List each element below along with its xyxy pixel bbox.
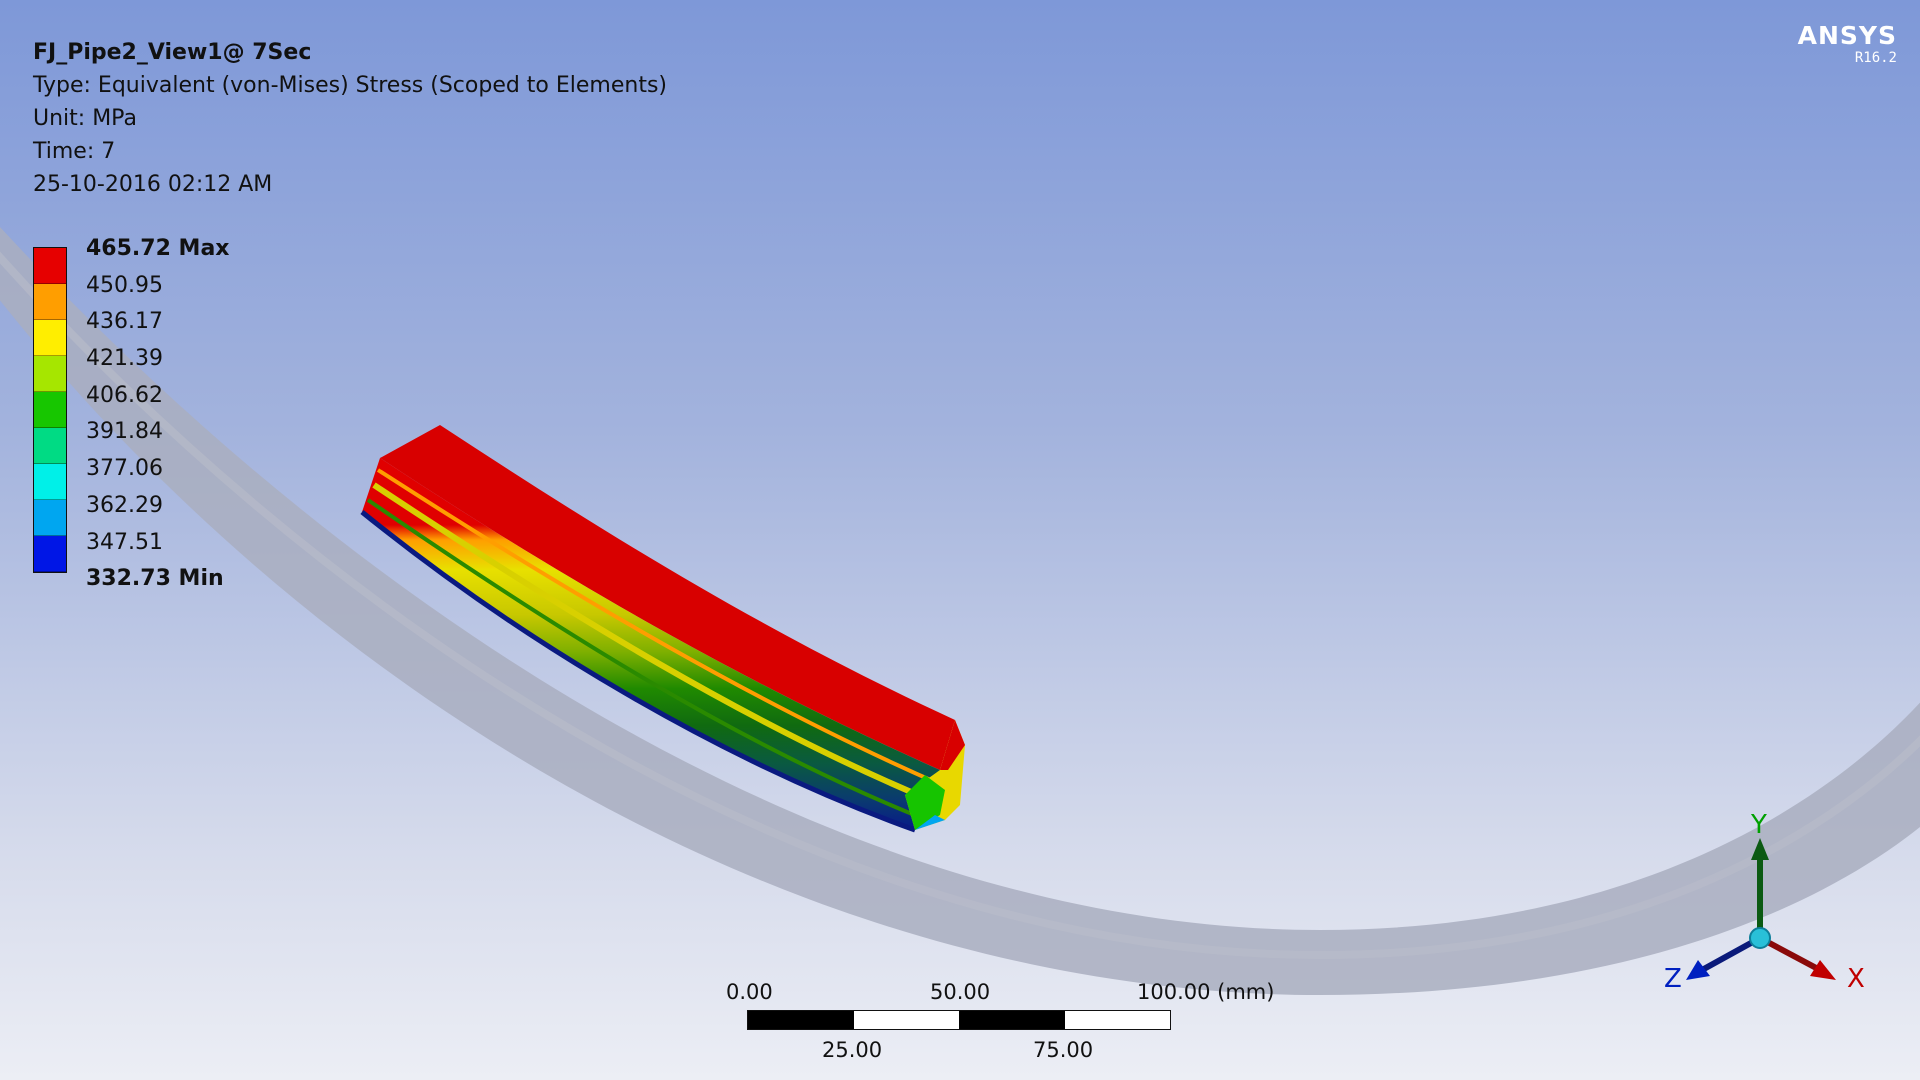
end-cap-red bbox=[940, 720, 965, 770]
legend-swatch bbox=[34, 428, 66, 464]
band-orange bbox=[376, 468, 936, 784]
z-axis-label: Z bbox=[1664, 964, 1682, 994]
scale-bar bbox=[747, 1010, 1171, 1030]
result-info-block: FJ_Pipe2_View1@ 7Sec Type: Equivalent (v… bbox=[33, 36, 667, 201]
legend-label: 362.29 bbox=[86, 492, 163, 518]
scale-ruler: 0.00 50.00 100.00 (mm) 25.00 75.00 bbox=[726, 980, 1274, 1070]
legend-label-min: 332.73 Min bbox=[86, 566, 224, 592]
band-green bbox=[366, 498, 923, 820]
brand-logo-text: ANSYS bbox=[1797, 21, 1897, 50]
legend-color-bar bbox=[33, 247, 67, 573]
segment-top-face bbox=[380, 425, 955, 770]
scale-label-0: 0.00 bbox=[726, 980, 773, 1004]
brand-version: R16.2 bbox=[1854, 50, 1897, 66]
scale-segment bbox=[853, 1011, 959, 1029]
coordinate-triad[interactable]: Y X Z bbox=[1650, 810, 1870, 1010]
legend-label: 391.84 bbox=[86, 419, 163, 445]
result-time: Time: 7 bbox=[33, 139, 116, 164]
band-blue bbox=[360, 510, 916, 833]
scale-segment bbox=[748, 1011, 854, 1029]
legend-label: 406.62 bbox=[86, 382, 163, 408]
legend-swatch bbox=[34, 284, 66, 320]
z-axis-arrow bbox=[1686, 960, 1710, 980]
legend-label: 421.39 bbox=[86, 346, 163, 372]
legend-labels: 465.72 Max 450.95 436.17 421.39 406.62 3… bbox=[86, 231, 229, 598]
y-axis-arrow bbox=[1751, 838, 1769, 860]
legend-label: 436.17 bbox=[86, 309, 163, 335]
z-axis-line bbox=[1700, 935, 1762, 973]
legend-swatch bbox=[34, 392, 66, 428]
x-axis-arrow bbox=[1810, 960, 1836, 980]
result-unit: Unit: MPa bbox=[33, 106, 137, 131]
legend-swatch bbox=[34, 356, 66, 392]
triad-graphic bbox=[1686, 838, 1836, 980]
y-axis-label: Y bbox=[1751, 810, 1767, 840]
scale-label-100: 100.00 (mm) bbox=[1137, 980, 1275, 1004]
pipe-band-highlight bbox=[0, 251, 1920, 960]
legend-label-max: 465.72 Max bbox=[86, 236, 230, 261]
legend-swatch bbox=[34, 500, 66, 536]
end-cap-cyan bbox=[915, 815, 945, 830]
legend-swatch bbox=[34, 320, 66, 356]
x-axis-label: X bbox=[1847, 964, 1865, 994]
scale-label-25: 25.00 bbox=[822, 1038, 883, 1062]
triad-origin bbox=[1749, 927, 1771, 949]
scale-segment bbox=[1064, 1011, 1170, 1029]
x-axis-line bbox=[1758, 935, 1822, 973]
legend-swatch bbox=[34, 536, 66, 572]
scale-label-75: 75.00 bbox=[1033, 1038, 1094, 1062]
stress-contour-body[interactable] bbox=[360, 425, 965, 833]
legend-label: 377.06 bbox=[86, 456, 163, 482]
result-date: 25-10-2016 02:12 AM bbox=[33, 172, 273, 197]
ansys-logo: ANSYS R16.2 bbox=[1797, 21, 1897, 67]
legend-swatch bbox=[34, 464, 66, 500]
band-yellow bbox=[372, 482, 932, 803]
scale-label-50: 50.00 bbox=[930, 980, 991, 1004]
legend-label: 450.95 bbox=[86, 272, 163, 298]
result-title: FJ_Pipe2_View1@ 7Sec bbox=[33, 40, 312, 65]
pipe-outer-band bbox=[0, 226, 1920, 995]
legend-label: 347.51 bbox=[86, 529, 163, 555]
legend-swatch bbox=[34, 248, 66, 284]
result-type: Type: Equivalent (von-Mises) Stress (Sco… bbox=[33, 73, 668, 98]
scale-segment bbox=[959, 1011, 1065, 1029]
